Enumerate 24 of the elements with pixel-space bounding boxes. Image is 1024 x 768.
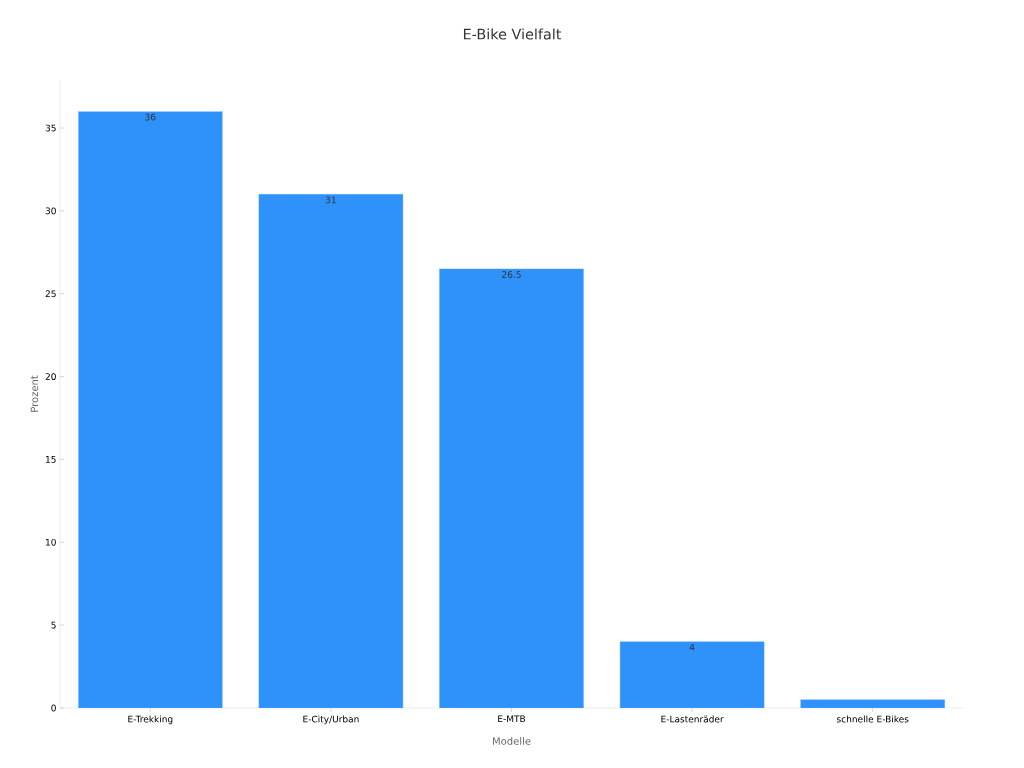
- y-tick-label: 25: [45, 290, 56, 298]
- data-label: 4: [689, 643, 695, 651]
- bar: [258, 194, 404, 708]
- y-axis-title: Prozent: [30, 375, 39, 412]
- data-label: 36: [145, 113, 156, 121]
- y-tick-label: 10: [46, 538, 56, 546]
- x-tick-label: schnelle E-Bikes: [837, 715, 909, 723]
- x-axis-title: Modelle: [493, 737, 531, 745]
- bar: [78, 111, 223, 708]
- y-tick-label: 5: [51, 621, 56, 629]
- y-tick-label: 30: [45, 207, 56, 215]
- y-tick-label: 0: [51, 704, 56, 712]
- y-tick-label: 35: [45, 124, 56, 132]
- data-label: 26.5: [502, 271, 521, 278]
- chart-title: E-Bike Vielfalt: [463, 28, 562, 40]
- x-tick-label: E-Lastenräder: [661, 715, 724, 723]
- bar: [439, 268, 584, 708]
- x-tick-label: E-City/Urban: [303, 715, 359, 725]
- bar: [619, 641, 765, 708]
- x-tick-label: E-MTB: [498, 715, 526, 723]
- y-tick-label: 20: [45, 373, 56, 380]
- y-tick-label: 15: [46, 456, 56, 463]
- data-label: 31: [325, 196, 336, 204]
- x-tick-label: E-Trekking: [128, 715, 173, 725]
